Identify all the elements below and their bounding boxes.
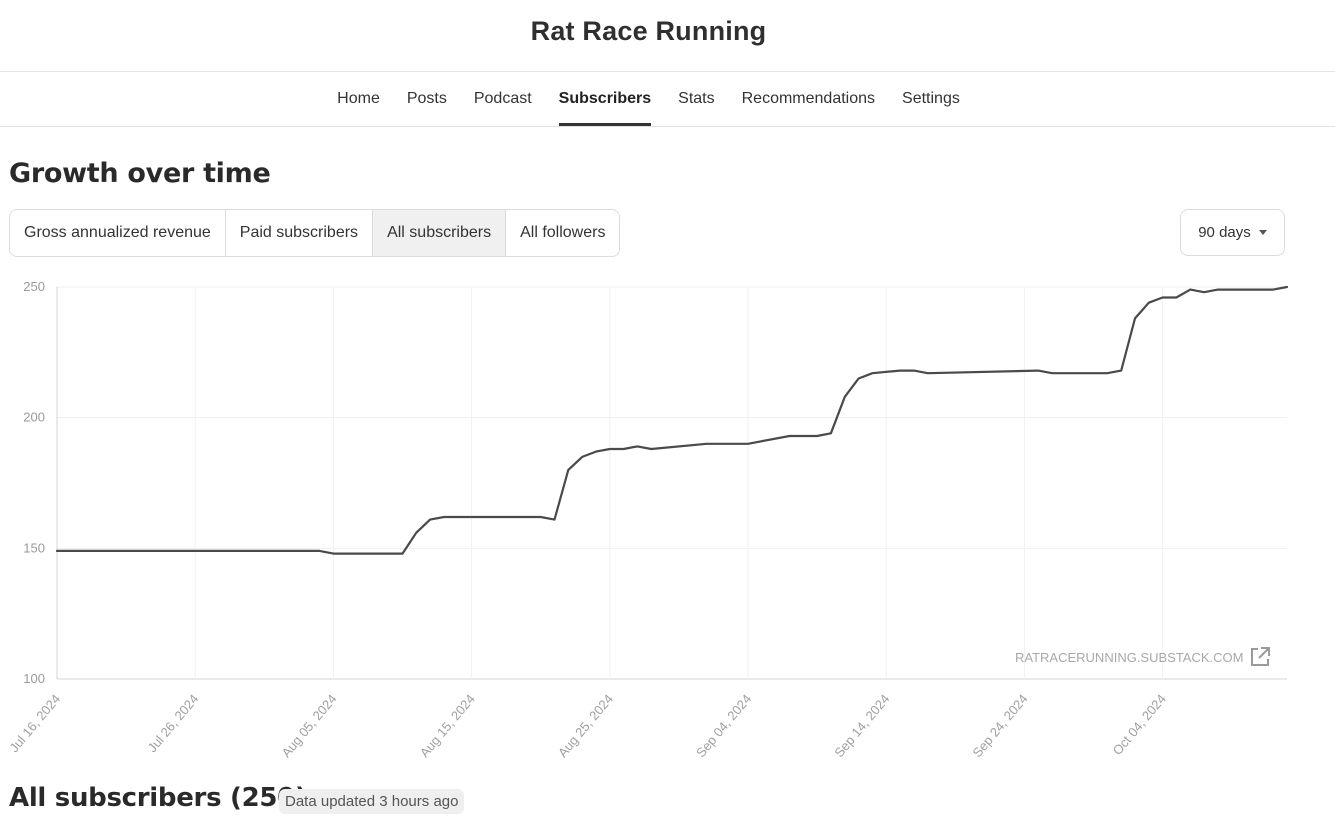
range-selected-label: 90 days	[1198, 224, 1251, 241]
x-tick-label: Oct 04, 2024	[1110, 691, 1169, 758]
y-tick-label: 250	[23, 279, 45, 294]
x-tick-label: Jul 26, 2024	[144, 691, 201, 755]
nav-stats[interactable]: Stats	[678, 90, 715, 107]
series-line	[55, 285, 1289, 555]
external-link-icon	[1251, 647, 1271, 666]
watermark-text: RATRACERUNNING.SUBSTACK.COM	[1015, 649, 1244, 665]
nav-recommendations[interactable]: Recommendations	[741, 90, 876, 107]
header-divider	[0, 71, 1335, 72]
x-tick-label: Jul 16, 2024	[6, 691, 63, 755]
x-tick-label: Sep 14, 2024	[831, 691, 892, 760]
watermark[interactable]: RATRACERUNNING.SUBSTACK.COM	[1015, 646, 1271, 668]
tab-all-subscribers[interactable]: All subscribers	[373, 210, 507, 256]
nav-divider	[0, 126, 1335, 127]
x-tick-label: Aug 05, 2024	[278, 691, 339, 760]
data-updated-badge: Data updated 3 hours ago	[279, 789, 465, 814]
x-tick-label: Sep 04, 2024	[693, 691, 754, 760]
nav-settings[interactable]: Settings	[902, 90, 960, 107]
y-tick-label: 100	[23, 671, 45, 686]
x-tick-label: Aug 25, 2024	[555, 691, 616, 760]
nav-podcast[interactable]: Podcast	[473, 90, 532, 107]
tab-gross-annualized-revenue[interactable]: Gross annualized revenue	[10, 210, 226, 256]
tab-paid-subscribers[interactable]: Paid subscribers	[226, 210, 374, 256]
x-tick-label: Aug 15, 2024	[417, 691, 478, 760]
nav-posts[interactable]: Posts	[406, 90, 447, 107]
growth-title: Growth over time	[9, 158, 271, 189]
range-dropdown[interactable]: 90 days	[1180, 209, 1285, 256]
nav-subscribers[interactable]: Subscribers	[558, 72, 652, 126]
x-tick-label: Sep 24, 2024	[969, 691, 1030, 760]
main-nav: Home Posts Podcast Subscribers Stats Rec…	[0, 72, 1297, 126]
nav-home[interactable]: Home	[337, 90, 380, 107]
caret-down-icon	[1258, 230, 1267, 235]
tab-all-followers[interactable]: All followers	[520, 224, 606, 241]
subscribers-title: All subscribers (250)	[9, 783, 307, 813]
metric-tabs: Gross annualized revenue Paid subscriber…	[9, 209, 621, 257]
y-tick-label: 150	[23, 540, 45, 555]
site-title: Rat Race Running	[530, 16, 767, 46]
growth-chart: 100 150 200 250 Jul 16, 2024 Jul 26, 2024 Aug …	[6, 279, 1289, 760]
y-tick-label: 200	[23, 410, 45, 425]
